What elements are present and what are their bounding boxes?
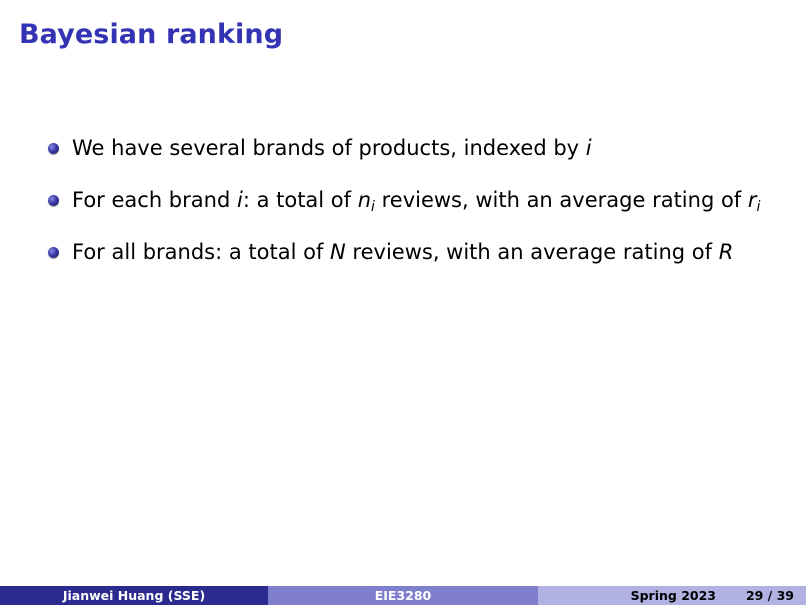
footer-page-number: 29 / 39: [745, 588, 794, 603]
bullet-text-segment: We have several brands of products, inde…: [72, 136, 586, 160]
bullet-text-segment: For each brand: [72, 188, 237, 212]
math-var-i: i: [585, 136, 592, 160]
math-subscript-i: i: [756, 199, 761, 215]
footer-course: EIE3280: [268, 586, 538, 605]
bullet-text-segment: For all brands: a total of: [72, 240, 331, 264]
bullet-text-segment: reviews, with an average rating of: [345, 240, 719, 264]
bullet-text-segment: reviews, with an average rating of: [374, 188, 748, 212]
bullet-text: For all brands: a total of N reviews, wi…: [72, 234, 733, 270]
slide-title: Bayesian ranking: [19, 19, 284, 50]
bullet-text: We have several brands of products, inde…: [72, 130, 592, 166]
bullet-icon: [48, 195, 59, 206]
bullet-icon: [48, 247, 59, 258]
math-var-n: n: [357, 188, 372, 212]
footer-date: Spring 2023: [630, 588, 716, 603]
footer-right-section: Spring 2023 29 / 39: [538, 586, 806, 605]
footer-author: Jianwei Huang (SSE): [0, 586, 268, 605]
math-var-i: i: [236, 188, 243, 212]
footer-bar: Jianwei Huang (SSE) EIE3280 Spring 2023 …: [0, 586, 806, 605]
bullet-icon: [48, 143, 59, 154]
bullet-text-segment: : a total of: [242, 188, 358, 212]
math-var-r: r: [747, 188, 757, 212]
math-var-R: R: [718, 240, 734, 264]
math-var-N: N: [330, 240, 346, 264]
bullet-text: For each brand i: a total of ni reviews,…: [72, 182, 760, 218]
math-subscript-i: i: [371, 199, 375, 215]
